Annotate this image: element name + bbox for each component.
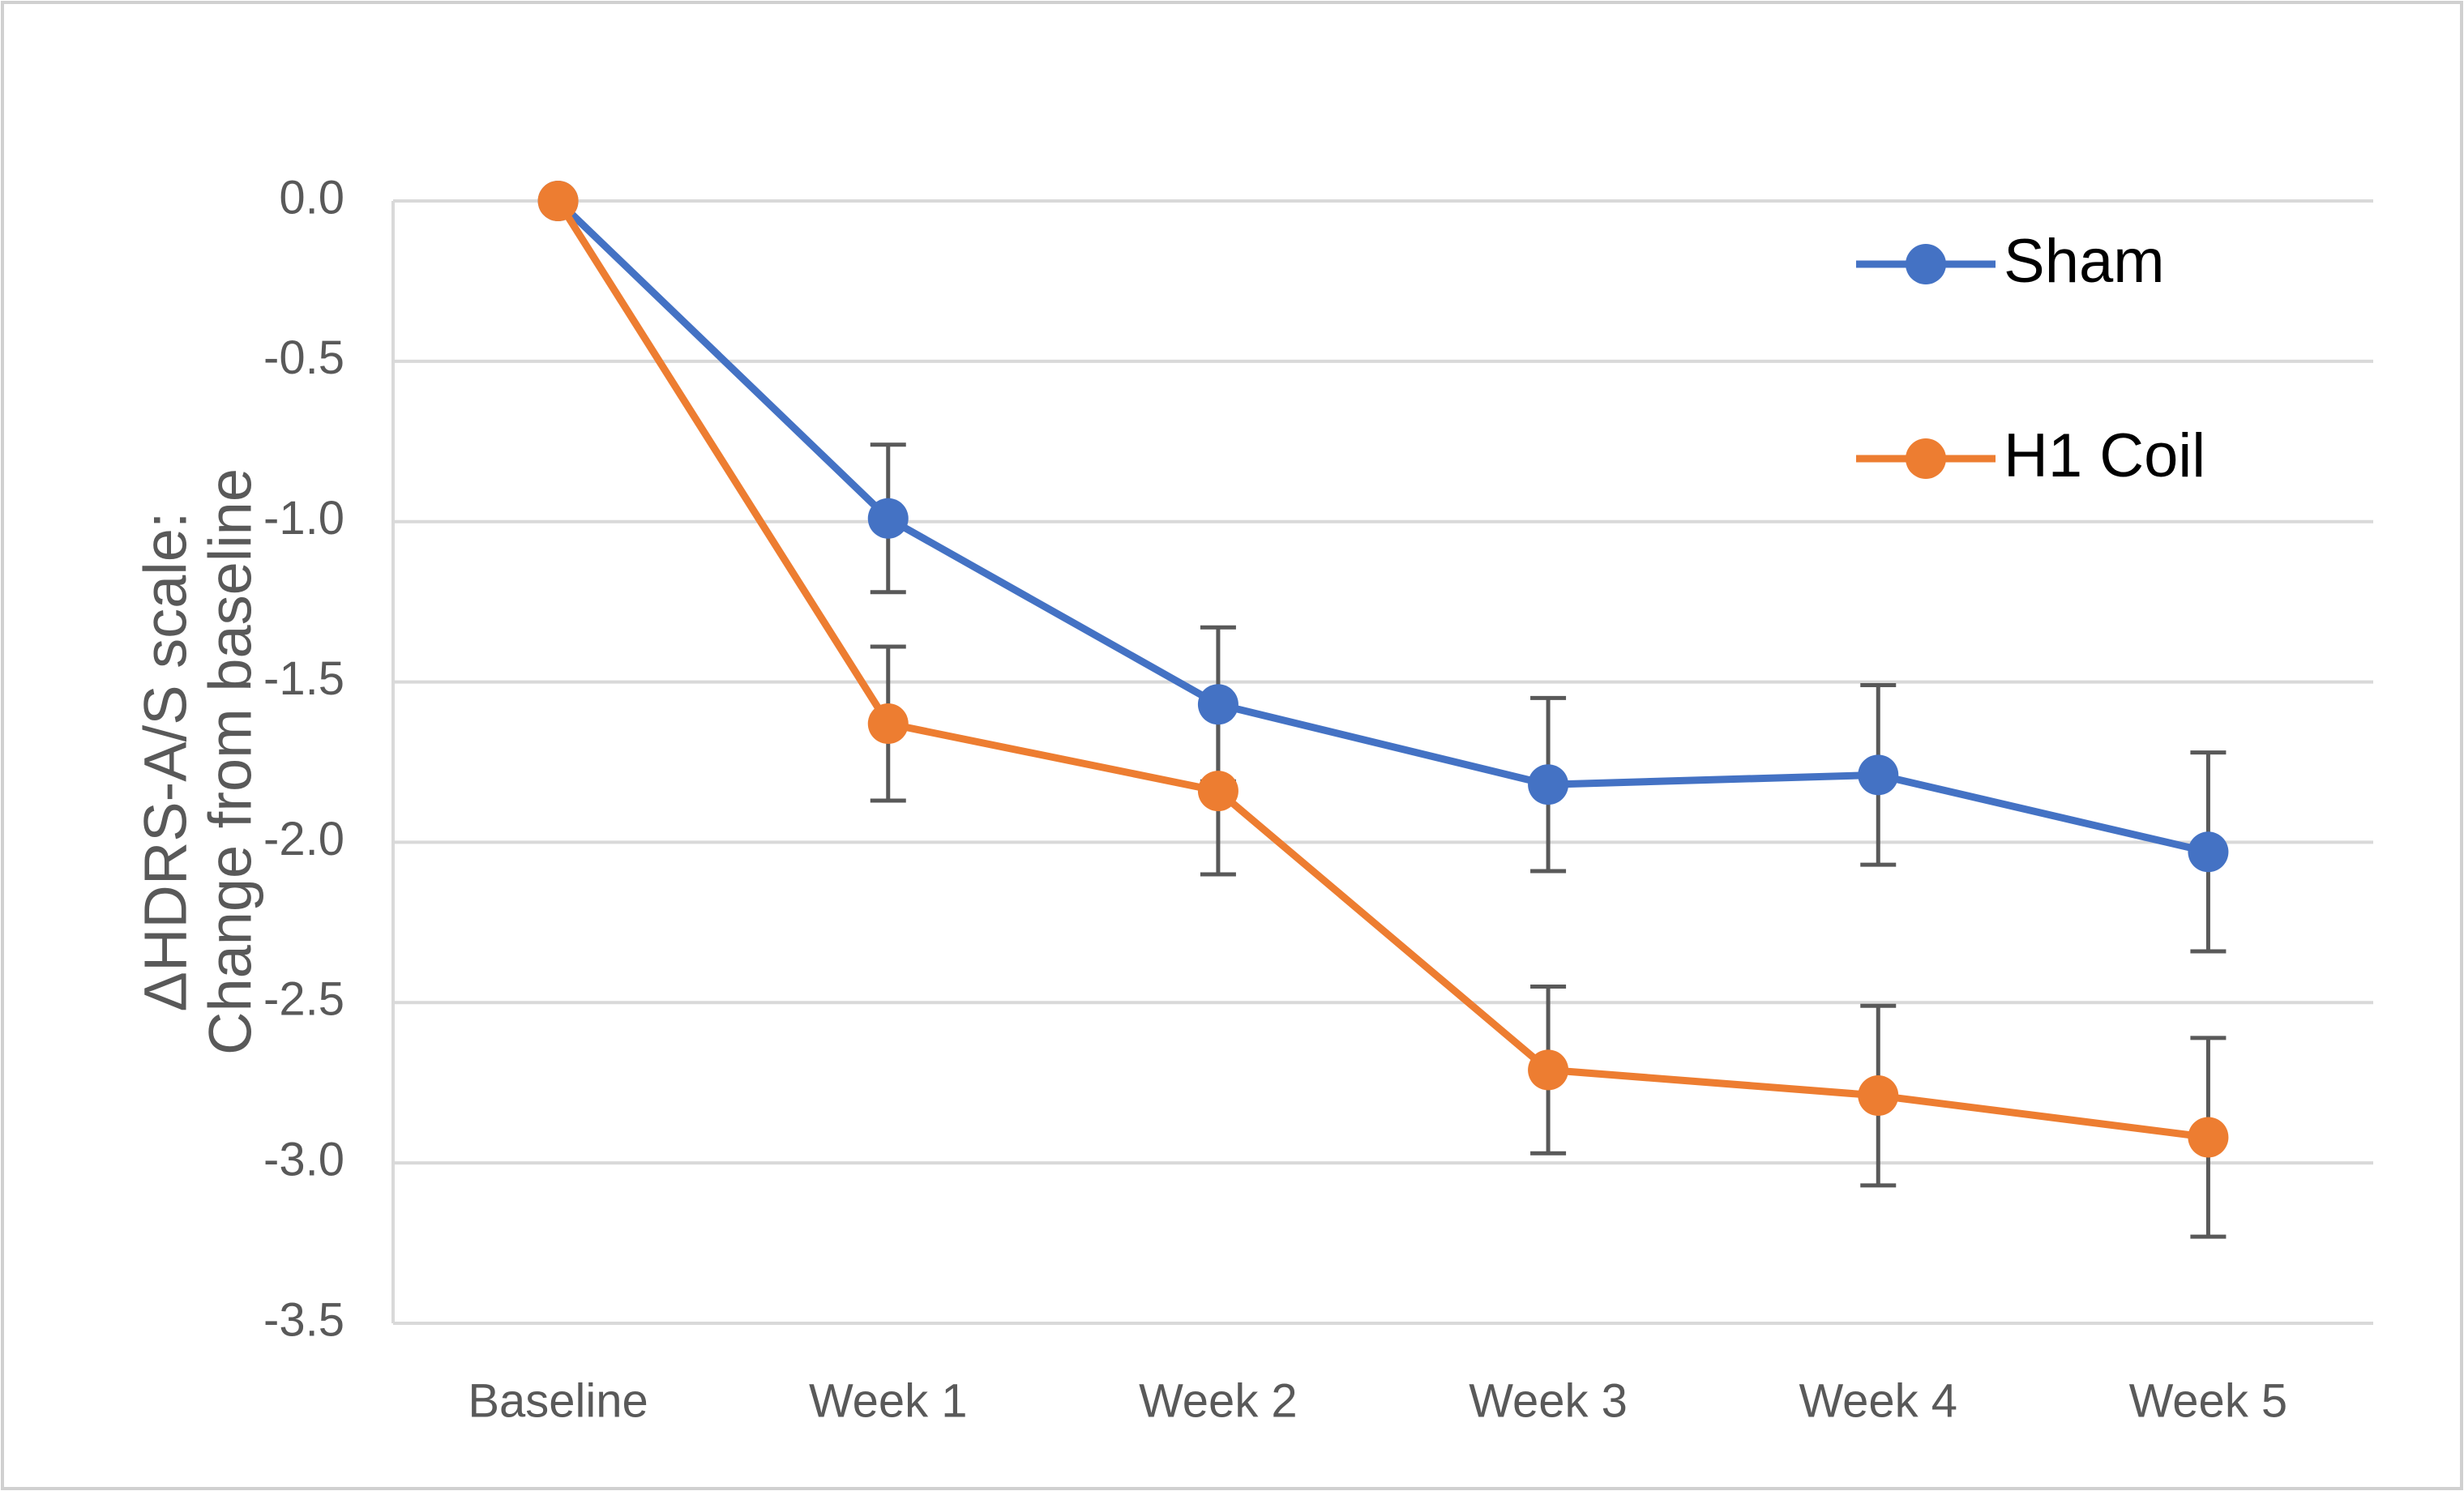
- y-tick-label: -3.5: [263, 1293, 344, 1346]
- marker: [867, 498, 909, 539]
- legend-label: H1 Coil: [2004, 421, 2205, 490]
- x-tick-label: Week 5: [2129, 1374, 2288, 1427]
- y-tick-label: 0.0: [279, 171, 344, 224]
- series-line: [555, 198, 2209, 856]
- y-tick-label: -2.5: [263, 973, 344, 1026]
- marker: [1197, 684, 1238, 725]
- marker: [2188, 831, 2229, 873]
- y-tick-label: -0.5: [263, 331, 344, 384]
- marker: [1858, 754, 1899, 796]
- marker: [867, 703, 909, 745]
- y-tick-label: -3.0: [263, 1133, 344, 1186]
- x-tick-label: Week 3: [1469, 1374, 1628, 1427]
- x-tick-label: Week 2: [1139, 1374, 1298, 1427]
- y-tick-label: -1.0: [263, 492, 344, 545]
- y-tick-label: -1.5: [263, 652, 344, 705]
- marker: [1528, 764, 1569, 805]
- marker: [2188, 1117, 2229, 1158]
- x-tick-label: Week 4: [1799, 1374, 1957, 1427]
- legend-label: Sham: [2004, 227, 2165, 296]
- legend-marker: [1906, 438, 1946, 479]
- legend-marker: [1906, 244, 1946, 284]
- y-axis-title-line: Change from baseline: [197, 468, 264, 1055]
- y-axis-title-line: ΔHDRS-A/S scale:: [132, 512, 199, 1012]
- marker: [1528, 1049, 1569, 1091]
- marker: [1197, 771, 1238, 812]
- x-tick-label: Week 1: [809, 1374, 968, 1427]
- x-tick-label: Baseline: [468, 1374, 648, 1427]
- marker: [537, 181, 579, 221]
- y-axis-title: ΔHDRS-A/S scale: Change from baseline: [132, 468, 264, 1055]
- series-line: [554, 199, 2209, 1141]
- y-tick-label: -2.0: [263, 813, 344, 865]
- marker: [1858, 1075, 1899, 1117]
